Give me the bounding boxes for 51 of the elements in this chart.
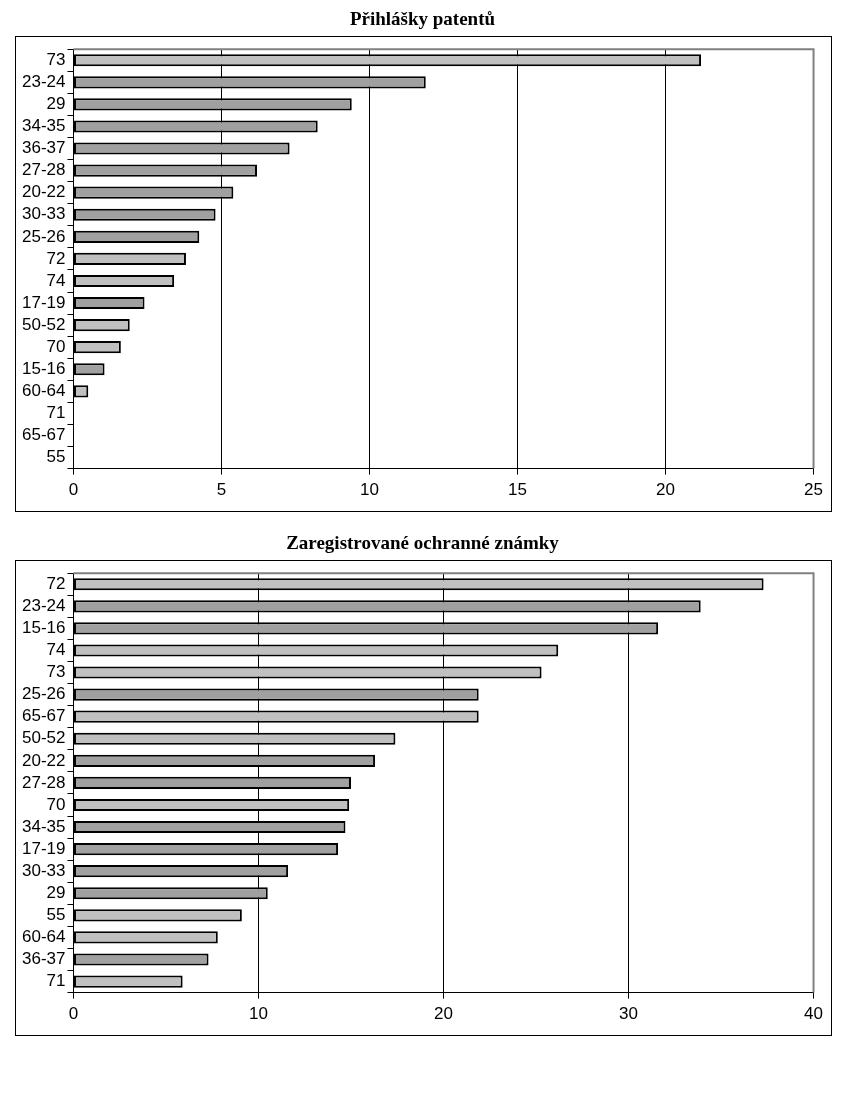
y-tick-label: 74 [46, 270, 66, 290]
y-tick-label: 71 [46, 971, 66, 991]
y-tick-label: 29 [46, 94, 66, 114]
y-tick-label: 74 [46, 640, 66, 660]
x-tick-label: 10 [249, 1004, 268, 1024]
y-tick-label: 15-16 [22, 618, 66, 638]
x-tick-label: 0 [68, 1004, 79, 1024]
x-tick-label: 20 [656, 480, 675, 500]
x-tick-label: 0 [68, 480, 79, 500]
y-tick-label: 15-16 [22, 358, 66, 378]
x-tick-label: 30 [619, 1004, 638, 1024]
y-tick-label: 36-37 [22, 949, 66, 969]
y-tick-label: 65-67 [22, 425, 66, 445]
y-tick-label: 70 [46, 336, 66, 356]
y-tick-label: 25-26 [22, 226, 66, 246]
x-tick-label: 25 [804, 480, 824, 500]
y-tick-label: 36-37 [22, 138, 66, 158]
y-tick-label: 55 [46, 905, 66, 925]
y-tick-label: 17-19 [22, 292, 66, 312]
x-tick-label: 5 [216, 480, 227, 500]
y-tick-label: 73 [46, 49, 66, 69]
y-tick-label: 34-35 [22, 116, 66, 136]
x-tick-label: 15 [508, 480, 527, 500]
y-tick-label: 50-52 [22, 314, 66, 334]
y-tick-label: 50-52 [22, 728, 66, 748]
y-tick-label: 27-28 [22, 772, 66, 792]
x-tick-label: 20 [434, 1004, 453, 1024]
y-tick-label: 23-24 [22, 72, 66, 91]
y-tick-label: 71 [46, 403, 66, 423]
chart-title: Zaregistrované ochranné známky [285, 532, 560, 555]
y-tick-label: 29 [46, 882, 66, 902]
y-tick-label: 60-64 [22, 381, 66, 401]
y-tick-label: 65-67 [22, 706, 66, 726]
y-tick-label: 27-28 [22, 160, 66, 180]
y-tick-label: 70 [46, 794, 66, 814]
y-tick-label: 55 [46, 447, 66, 467]
chart-title: Přihlášky patentů [348, 8, 497, 31]
y-tick-label: 30-33 [22, 860, 66, 880]
y-tick-label: 17-19 [22, 838, 66, 858]
y-tick-label: 20-22 [22, 182, 66, 202]
y-tick-label: 23-24 [22, 596, 66, 615]
y-tick-label: 72 [46, 248, 66, 268]
y-tick-label: 73 [46, 662, 66, 682]
y-tick-label: 72 [46, 573, 66, 593]
x-tick-label: 10 [360, 480, 379, 500]
y-tick-label: 34-35 [22, 816, 66, 836]
y-tick-label: 60-64 [22, 927, 66, 947]
x-tick-label: 40 [804, 1004, 824, 1024]
y-tick-label: 20-22 [22, 750, 66, 770]
y-tick-label: 25-26 [22, 684, 66, 704]
y-tick-label: 30-33 [22, 204, 66, 224]
